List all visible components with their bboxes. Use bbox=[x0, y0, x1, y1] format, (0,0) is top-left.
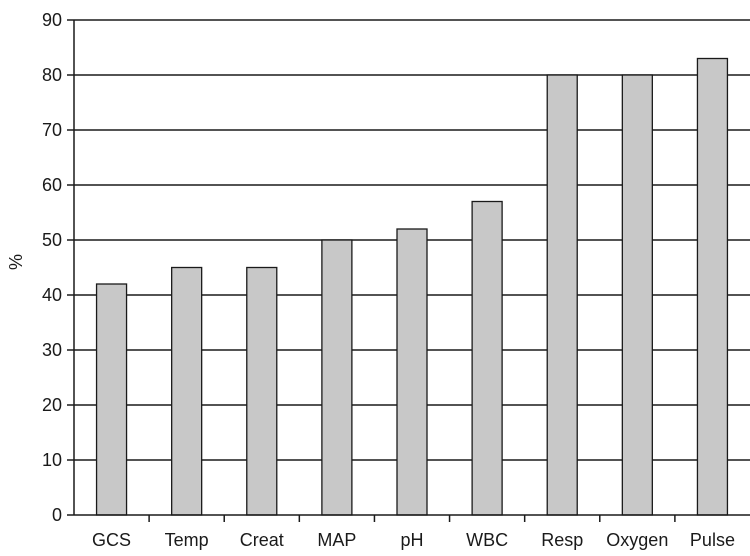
y-tick-label-40: 40 bbox=[42, 285, 62, 305]
x-tick-label-ph: pH bbox=[400, 530, 423, 550]
y-tick-label-50: 50 bbox=[42, 230, 62, 250]
x-tick-labels: GCS Temp Creat MAP pH WBC Resp Oxygen Pulse bbox=[92, 530, 735, 550]
y-tick-label-80: 80 bbox=[42, 65, 62, 85]
axes bbox=[73, 20, 750, 516]
bar-creat bbox=[246, 266, 278, 516]
y-tick-label-70: 70 bbox=[42, 120, 62, 140]
bar-ph bbox=[396, 228, 428, 516]
y-tick-label-60: 60 bbox=[42, 175, 62, 195]
y-tick-label-0: 0 bbox=[52, 505, 62, 525]
y-tick-label-30: 30 bbox=[42, 340, 62, 360]
x-tick-label-map: MAP bbox=[317, 530, 356, 550]
bars bbox=[95, 57, 729, 522]
x-tick-label-pulse: Pulse bbox=[690, 530, 735, 550]
bar-gcs bbox=[95, 283, 128, 516]
bar-map bbox=[321, 239, 353, 516]
bar-wbc bbox=[471, 200, 503, 516]
bar-oxygen bbox=[621, 74, 653, 516]
x-tick-label-wbc: WBC bbox=[466, 530, 508, 550]
bar-resp bbox=[546, 74, 578, 516]
bar-pulse bbox=[696, 57, 729, 516]
x-tick-label-oxygen: Oxygen bbox=[606, 530, 668, 550]
y-tick-labels: 0 10 20 30 40 50 60 70 80 90 bbox=[42, 10, 62, 525]
y-tick-label-90: 90 bbox=[42, 10, 62, 30]
y-tick-label-20: 20 bbox=[42, 395, 62, 415]
x-tick-label-gcs: GCS bbox=[92, 530, 131, 550]
x-tick-label-creat: Creat bbox=[240, 530, 284, 550]
bar-temp bbox=[171, 266, 203, 516]
x-tick-label-resp: Resp bbox=[541, 530, 583, 550]
y-tick-label-10: 10 bbox=[42, 450, 62, 470]
x-tick-label-temp: Temp bbox=[165, 530, 209, 550]
y-axis-title: % bbox=[6, 254, 26, 270]
